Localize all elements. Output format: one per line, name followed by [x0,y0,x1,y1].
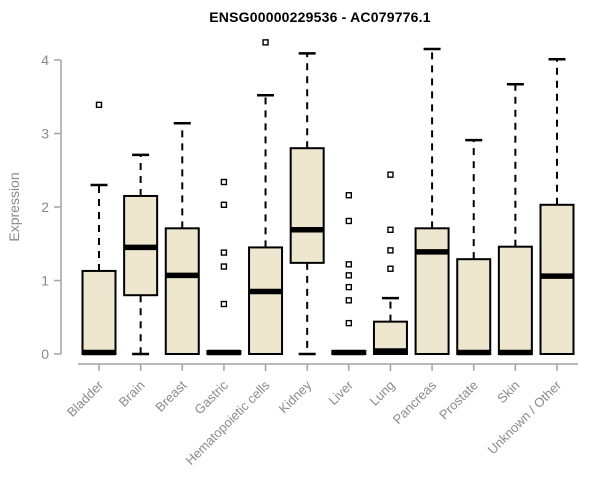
x-tick-label-skin: Skin [494,378,522,406]
x-tick-label-breast: Breast [152,377,189,414]
outlier-lung-2 [387,247,394,254]
x-tick-label-bladder: Bladder [64,377,107,420]
x-tick-label-kidney: Kidney [276,377,315,416]
chart-title: ENSG00000229536 - AC079776.1 [209,9,431,25]
y-tick-label-2: 2 [41,199,49,215]
outlier-liver-3 [345,272,353,279]
outlier-lung-0 [387,171,394,178]
outlier-liver-0 [345,192,353,199]
box-pancreas [414,227,450,355]
box-skin [497,245,533,355]
x-tick-label-unknown-other: Unknown / Other [485,377,565,457]
outlier-liver-6 [345,319,353,327]
box-kidney [289,147,325,264]
box-hematopoietic-cells [248,246,284,355]
outlier-bladder-0 [95,101,103,109]
y-axis-label: Expression [6,172,22,242]
box-unknown-other [539,203,575,355]
box-prostate [456,258,492,355]
outlier-liver-2 [345,261,353,268]
y-tick-label-1: 1 [41,273,49,289]
outlier-gastric-0 [220,178,228,186]
box-breast [164,227,200,355]
outlier-liver-1 [345,217,353,225]
x-tick-label-lung: Lung [367,378,398,409]
y-tick-label-3: 3 [41,126,49,142]
x-tick-label-liver: Liver [325,377,356,408]
outlier-gastric-3 [220,263,228,270]
y-tick-label-0: 0 [41,346,49,362]
outlier-gastric-4 [220,300,228,308]
x-tick-label-pancreas: Pancreas [390,377,440,427]
outlier-liver-4 [345,283,353,291]
outlier-gastric-2 [220,249,228,256]
x-tick-label-gastric: Gastric [191,377,231,417]
outlier-gastric-1 [220,201,228,208]
outlier-lung-1 [387,226,394,233]
outlier-lung-3 [387,265,394,272]
x-tick-label-prostate: Prostate [436,378,481,423]
x-tick-label-brain: Brain [116,378,148,410]
outlier-hematopoietic-cells-0 [262,39,269,46]
y-tick-label-4: 4 [41,52,49,68]
box-bladder [81,269,117,356]
outlier-liver-5 [345,297,353,304]
